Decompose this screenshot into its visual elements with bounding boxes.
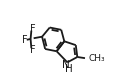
Text: H: H bbox=[65, 64, 73, 74]
Text: F: F bbox=[30, 45, 36, 55]
Text: N: N bbox=[62, 60, 69, 70]
Text: CH₃: CH₃ bbox=[88, 54, 105, 63]
Text: F: F bbox=[22, 35, 28, 45]
Text: F: F bbox=[30, 24, 36, 34]
